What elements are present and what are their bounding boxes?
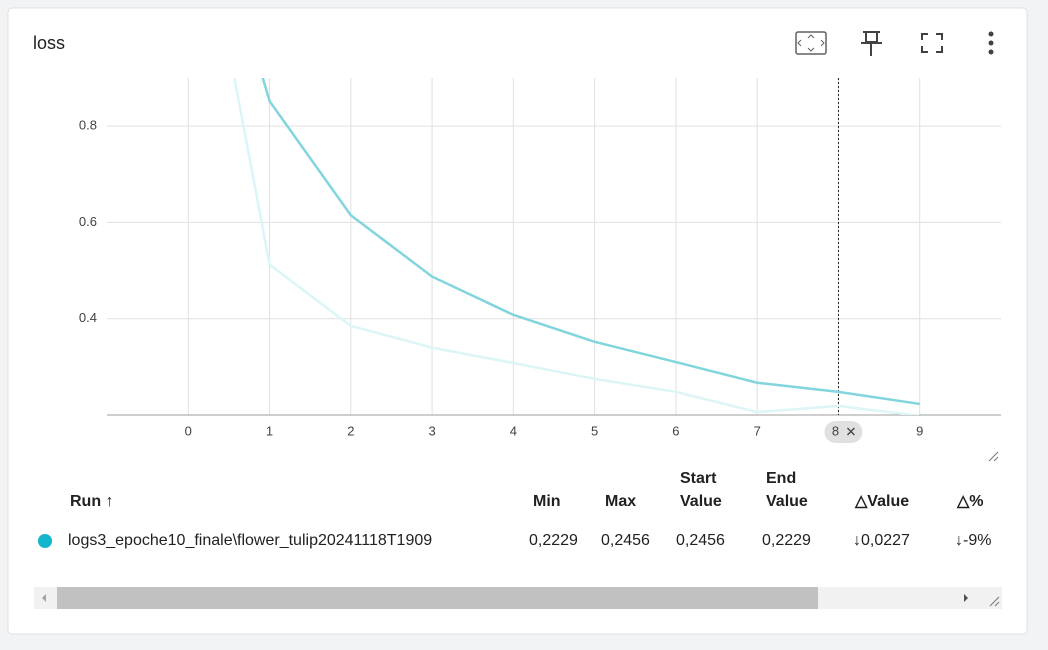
column-header: Start [680, 470, 717, 487]
column-header: End [766, 470, 796, 487]
series-line [233, 78, 920, 415]
fit-button[interactable] [795, 31, 827, 55]
pin-button[interactable] [861, 31, 882, 56]
column-header: Max [605, 493, 636, 510]
x-tick-label: 7 [754, 423, 761, 438]
x-tick-label: 5 [591, 423, 598, 438]
y-tick-label: 0.6 [79, 214, 97, 229]
x-tick-label: 2 [347, 423, 354, 438]
table-cell: 0,2229 [762, 532, 811, 549]
x-tick-label: 6 [672, 423, 679, 438]
series-line [261, 78, 920, 406]
table-cell: ↓0,0227 [853, 532, 910, 549]
fullscreen-button[interactable] [921, 33, 943, 53]
plot: 0.4 0.6 0.8 0 1 2 3 4 5 6 7 8 9 [79, 78, 1001, 443]
x-tick-label: 9 [916, 423, 923, 438]
table-cell: 0,2229 [529, 532, 578, 549]
data-table: Run ↑ Min Max Start Value End Value △Value △% log… [38, 470, 991, 549]
card [7, 7, 1028, 635]
y-tick-label: 0.8 [79, 118, 97, 133]
resize-handle[interactable] [988, 451, 999, 462]
column-header: △% [956, 493, 984, 510]
column-header: Run ↑ [70, 493, 114, 510]
x-tick-label: 3 [428, 423, 435, 438]
y-tick-label: 0.4 [79, 310, 97, 325]
menu-button[interactable] [988, 31, 994, 55]
hover-chip [824, 421, 863, 443]
column-header: Min [533, 493, 561, 510]
column-header: Value [766, 493, 808, 510]
x-tick-label: 0 [185, 423, 192, 438]
column-header: Value [680, 493, 722, 510]
table-cell: logs3_epoche10_finale\flower_tulip202411… [68, 532, 432, 549]
table-cell: 0,2456 [676, 532, 725, 549]
table-cell: ↓-9% [955, 532, 991, 549]
x-tick-label: 1 [266, 423, 273, 438]
column-header: △Value [854, 493, 909, 510]
x-tick-label: 4 [510, 423, 517, 438]
scrollbar[interactable] [34, 587, 1002, 609]
chart-title: loss [33, 33, 65, 53]
hover-close [846, 427, 855, 436]
run-color [38, 534, 52, 548]
table-cell: 0,2456 [601, 532, 650, 549]
x-tick-label: 8 [832, 423, 839, 438]
